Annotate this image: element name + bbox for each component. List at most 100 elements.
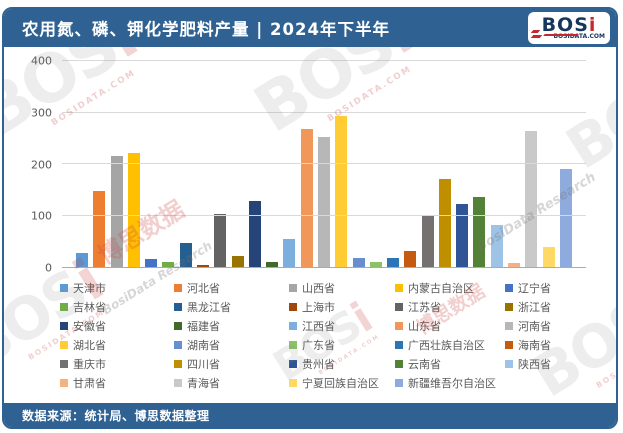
legend-swatch-icon xyxy=(505,284,513,292)
bar-江苏省 xyxy=(214,213,227,267)
legend-item-福建省: 福建省 xyxy=(174,318,289,334)
bar-新疆维吾尔自治区 xyxy=(559,169,572,267)
legend-label: 重庆市 xyxy=(73,358,106,371)
legend-item-上海市: 上海市 xyxy=(289,299,395,315)
legend-label: 福建省 xyxy=(187,320,220,333)
bar-上海市 xyxy=(196,265,209,267)
legend-item-四川省: 四川省 xyxy=(174,356,289,372)
bar-河北省 xyxy=(93,190,106,267)
header-bar: 农用氮、磷、钾化学肥料产量 | 2024年下半年 BOSi BOSIDATA.C… xyxy=(4,9,616,47)
legend-swatch-icon xyxy=(60,360,68,368)
y-tick-label: 100 xyxy=(31,209,52,223)
legend-item-山东省: 山东省 xyxy=(395,318,505,334)
bar-辽宁省 xyxy=(145,259,158,267)
legend-swatch-icon xyxy=(60,284,68,292)
legend-label: 青海省 xyxy=(187,377,220,390)
legend-item-辽宁省: 辽宁省 xyxy=(505,280,608,296)
legend-item-安徽省: 安徽省 xyxy=(60,318,174,334)
legend-label: 辽宁省 xyxy=(518,282,551,295)
bar-甘肃省 xyxy=(508,263,521,267)
data-source-text: 数据来源：统计局、博思数据整理 xyxy=(22,408,210,423)
legend-label: 内蒙古自治区 xyxy=(408,282,474,295)
legend-swatch-icon xyxy=(174,360,182,368)
legend-swatch-icon xyxy=(395,303,403,311)
legend-label: 湖南省 xyxy=(187,339,220,352)
legend-swatch-icon xyxy=(174,379,182,387)
legend-swatch-icon xyxy=(289,322,297,330)
legend-item-内蒙古自治区: 内蒙古自治区 xyxy=(395,280,505,296)
bar-河南省 xyxy=(317,137,330,267)
bar-江西省 xyxy=(283,238,296,267)
bar-chart: 0 100 200 300 400 xyxy=(4,55,586,275)
legend-item-贵州省: 贵州省 xyxy=(289,356,395,372)
legend-swatch-icon xyxy=(395,360,403,368)
legend-item-天津市: 天津市 xyxy=(60,280,174,296)
legend-swatch-icon xyxy=(505,322,513,330)
bar-宁夏回族自治区 xyxy=(542,247,555,267)
logo-site-text: BOSIDATA.COM xyxy=(553,33,605,40)
legend-swatch-icon xyxy=(505,360,513,368)
legend-label: 山西省 xyxy=(302,282,335,295)
legend-item-广东省: 广东省 xyxy=(289,337,395,353)
bar-广东省 xyxy=(369,262,382,267)
legend-label: 甘肃省 xyxy=(73,377,106,390)
legend-label: 湖北省 xyxy=(73,339,106,352)
legend-swatch-icon xyxy=(395,322,403,330)
legend-swatch-icon xyxy=(289,303,297,311)
bar-贵州省 xyxy=(456,203,469,267)
legend-label: 广东省 xyxy=(302,339,335,352)
logo-text-accent: i xyxy=(588,14,597,36)
legend-item-黑龙江省: 黑龙江省 xyxy=(174,299,289,315)
gridline xyxy=(62,111,586,113)
bar-山西省 xyxy=(110,156,123,267)
legend-label: 吉林省 xyxy=(73,301,106,314)
bar-四川省 xyxy=(438,179,451,267)
legend-swatch-icon xyxy=(60,303,68,311)
legend-item-云南省: 云南省 xyxy=(395,356,505,372)
legend-item-甘肃省: 甘肃省 xyxy=(60,375,174,391)
legend-item-江苏省: 江苏省 xyxy=(395,299,505,315)
bar-青海省 xyxy=(525,130,538,267)
legend-swatch-icon xyxy=(289,341,297,349)
legend-label: 浙江省 xyxy=(518,301,551,314)
legend-swatch-icon xyxy=(174,284,182,292)
page-title: 农用氮、磷、钾化学肥料产量 | 2024年下半年 xyxy=(22,20,390,39)
gridline xyxy=(62,60,586,61)
legend-label: 广西壮族自治区 xyxy=(408,339,485,352)
legend-item-海南省: 海南省 xyxy=(505,337,608,353)
legend-swatch-icon xyxy=(289,284,297,292)
logo-slash-icon xyxy=(530,30,541,33)
legend-label: 安徽省 xyxy=(73,320,106,333)
bosi-logo: BOSi BOSIDATA.COM xyxy=(528,12,610,44)
footer-bar: 数据来源：统计局、博思数据整理 xyxy=(4,403,616,427)
legend-swatch-icon xyxy=(395,379,403,387)
legend-item-宁夏回族自治区: 宁夏回族自治区 xyxy=(289,375,395,391)
bar-海南省 xyxy=(404,251,417,267)
bar-吉林省 xyxy=(162,262,175,267)
legend-label: 上海市 xyxy=(302,301,335,314)
bar-内蒙古自治区 xyxy=(127,152,140,267)
legend-item-浙江省: 浙江省 xyxy=(505,299,608,315)
y-axis: 0 100 200 300 400 xyxy=(4,55,62,275)
logo-wordmark: BOSi xyxy=(542,16,597,35)
y-tick-label: 200 xyxy=(31,158,52,171)
legend-item-广西壮族自治区: 广西壮族自治区 xyxy=(395,337,505,353)
legend-label: 贵州省 xyxy=(302,358,335,371)
legend-swatch-icon xyxy=(174,322,182,330)
y-tick-label: 400 xyxy=(31,54,52,68)
legend-label: 江苏省 xyxy=(408,301,441,314)
gridline xyxy=(62,163,586,164)
gridline xyxy=(62,214,586,216)
legend-item-山西省: 山西省 xyxy=(289,280,395,296)
legend-item-新疆维吾尔自治区: 新疆维吾尔自治区 xyxy=(395,375,505,391)
y-tick-label: 0 xyxy=(45,261,52,275)
legend-item-河北省: 河北省 xyxy=(174,280,289,296)
legend-label: 宁夏回族自治区 xyxy=(302,377,379,390)
chart-legend: 天津市 河北省 山西省 内蒙古自治区 辽宁省吉林省 黑龙江省 上海市 江苏省 浙江省安徽省 福建省… xyxy=(60,280,608,391)
plot-area xyxy=(62,60,586,268)
bar-浙江省 xyxy=(231,256,244,267)
legend-label: 天津市 xyxy=(73,282,106,295)
bar-福建省 xyxy=(266,261,279,267)
legend-label: 云南省 xyxy=(408,358,441,371)
